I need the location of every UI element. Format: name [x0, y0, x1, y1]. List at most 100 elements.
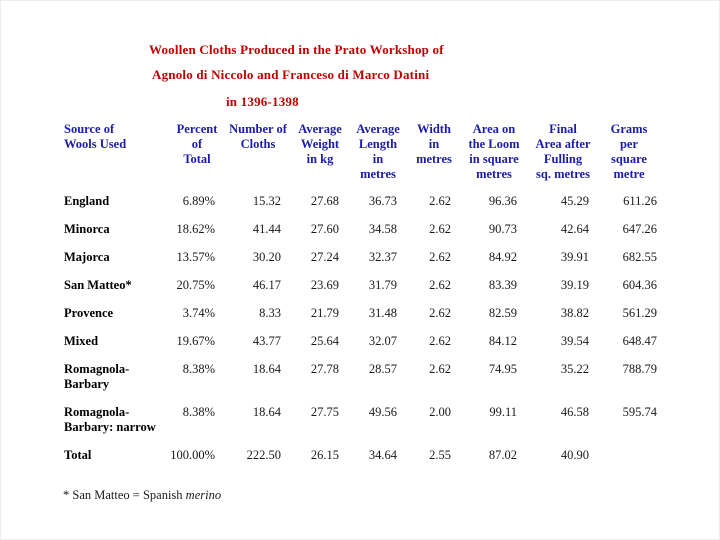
cell-weight: 26.15 [310, 448, 339, 462]
cell-source: Mixed [64, 334, 99, 348]
cell-percent: 8.38% [182, 405, 215, 419]
cell-final-area: 39.91 [560, 250, 589, 264]
cell-grams: 682.55 [622, 250, 657, 264]
cell-cloths: 18.64 [252, 405, 281, 419]
cell-cloths: 43.77 [252, 334, 281, 348]
column-header-width: Width in metres [416, 122, 452, 166]
column-header-weight: Average Weight in kg [298, 122, 342, 166]
footnote-emphasis: merino [185, 488, 222, 502]
cell-percent: 13.57% [176, 250, 215, 264]
page-title-line-3: in 1396-1398 [226, 94, 299, 109]
cell-cloths: 8.33 [259, 306, 281, 320]
cell-weight: 27.78 [310, 362, 339, 376]
cell-weight: 27.68 [310, 194, 339, 208]
table-row: Romagnola- Barbary 8.38% 18.64 27.78 28.… [61, 362, 659, 405]
cell-grams: 788.79 [622, 362, 657, 376]
cell-source: Majorca [64, 250, 110, 264]
cell-source: Minorca [64, 222, 110, 236]
cell-width: 2.62 [429, 306, 451, 320]
cell-source: San Matteo* [64, 278, 132, 292]
cell-source: England [64, 194, 110, 208]
page-title-line-1: Woollen Cloths Produced in the Prato Wor… [149, 42, 444, 57]
footnote: * San Matteo = Spanish merino [63, 488, 221, 503]
page-title-line-2: Agnolo di Niccolo and Franceso di Marco … [152, 67, 430, 82]
cell-source: Total [64, 448, 92, 462]
cell-percent: 19.67% [176, 334, 215, 348]
cell-width: 2.00 [429, 405, 451, 419]
table-row-total: Total 100.00% 222.50 26.15 34.64 2.55 87… [61, 448, 659, 476]
table-row: Mixed 19.67% 43.77 25.64 32.07 2.62 84.1… [61, 334, 659, 362]
cell-length: 31.48 [368, 306, 397, 320]
cell-final-area: 38.82 [560, 306, 589, 320]
column-header-final-area: Final Area after Fulling sq. metres [535, 122, 591, 181]
cell-loom-area: 74.95 [488, 362, 517, 376]
cell-weight: 27.75 [310, 405, 339, 419]
cell-length: 28.57 [368, 362, 397, 376]
cell-source: Romagnola- Barbary [64, 362, 130, 391]
cell-final-area: 40.90 [560, 448, 589, 462]
table-row: Minorca 18.62% 41.44 27.60 34.58 2.62 90… [61, 222, 659, 250]
cell-percent: 3.74% [182, 306, 215, 320]
cell-source: Romagnola- Barbary: narrow [64, 405, 156, 434]
table-row: Majorca 13.57% 30.20 27.24 32.37 2.62 84… [61, 250, 659, 278]
cell-width: 2.62 [429, 362, 451, 376]
footnote-text: * San Matteo = Spanish [63, 488, 186, 502]
cell-loom-area: 87.02 [488, 448, 517, 462]
cell-length: 36.73 [368, 194, 397, 208]
cell-percent: 18.62% [176, 222, 215, 236]
cell-cloths: 15.32 [252, 194, 281, 208]
cell-width: 2.62 [429, 222, 451, 236]
column-header-loom-area: Area on the Loom in square metres [468, 122, 520, 181]
cell-source: Provence [64, 306, 114, 320]
cell-percent: 8.38% [182, 362, 215, 376]
cell-final-area: 39.19 [560, 278, 589, 292]
cell-weight: 23.69 [310, 278, 339, 292]
cell-grams: 647.26 [622, 222, 657, 236]
cell-weight: 25.64 [310, 334, 339, 348]
header-row: Source of Wools Used Percent of Total Nu… [61, 122, 659, 194]
column-header-cloths: Number of Cloths [229, 122, 287, 151]
table-row: England 6.89% 15.32 27.68 36.73 2.62 96.… [61, 194, 659, 222]
cell-length: 32.07 [368, 334, 397, 348]
cell-final-area: 42.64 [560, 222, 589, 236]
cell-cloths: 18.64 [252, 362, 281, 376]
cell-width: 2.62 [429, 250, 451, 264]
cell-grams: 604.36 [622, 278, 657, 292]
cell-length: 32.37 [368, 250, 397, 264]
cell-grams: 611.26 [623, 194, 657, 208]
cell-length: 31.79 [368, 278, 397, 292]
cell-grams [599, 448, 659, 476]
cell-weight: 27.60 [310, 222, 339, 236]
cell-length: 49.56 [368, 405, 397, 419]
cell-grams: 595.74 [622, 405, 657, 419]
table-row: Romagnola- Barbary: narrow 8.38% 18.64 2… [61, 405, 659, 448]
cell-weight: 27.24 [310, 250, 339, 264]
cell-loom-area: 82.59 [488, 306, 517, 320]
column-header-source: Source of Wools Used [64, 122, 127, 151]
cell-loom-area: 83.39 [488, 278, 517, 292]
cell-length: 34.58 [368, 222, 397, 236]
cell-loom-area: 99.11 [489, 405, 517, 419]
cell-final-area: 45.29 [560, 194, 589, 208]
cell-width: 2.62 [429, 194, 451, 208]
cell-final-area: 35.22 [560, 362, 589, 376]
column-header-length: Average Length in metres [356, 122, 400, 181]
cell-cloths: 30.20 [252, 250, 281, 264]
cell-loom-area: 84.92 [488, 250, 517, 264]
table-row: San Matteo* 20.75% 46.17 23.69 31.79 2.6… [61, 278, 659, 306]
cell-cloths: 46.17 [252, 278, 281, 292]
cell-final-area: 39.54 [560, 334, 589, 348]
cell-loom-area: 96.36 [488, 194, 517, 208]
wool-cloths-table: Source of Wools Used Percent of Total Nu… [61, 122, 659, 476]
cell-cloths: 41.44 [252, 222, 281, 236]
cell-cloths: 222.50 [246, 448, 281, 462]
cell-grams: 561.29 [622, 306, 657, 320]
cell-width: 2.62 [429, 334, 451, 348]
cell-width: 2.62 [429, 278, 451, 292]
cell-final-area: 46.58 [560, 405, 589, 419]
cell-weight: 21.79 [310, 306, 339, 320]
cell-percent: 20.75% [176, 278, 215, 292]
column-header-grams: Grams per square metre [610, 122, 648, 181]
table-row: Provence 3.74% 8.33 21.79 31.48 2.62 82.… [61, 306, 659, 334]
